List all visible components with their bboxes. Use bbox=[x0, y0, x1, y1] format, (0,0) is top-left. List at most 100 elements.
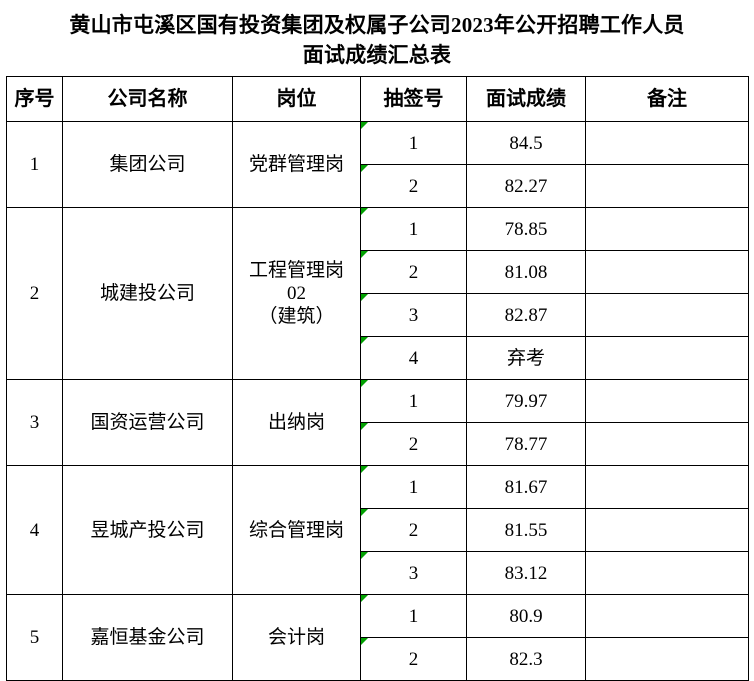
cell-interview-score: 82.87 bbox=[466, 293, 586, 337]
interview-scores-table: 序号 公司名称 岗位 抽签号 面试成绩 备注 1 集团公司 党群管理岗 1 84.5 2 8… bbox=[6, 76, 749, 681]
text-format-warning-icon bbox=[361, 165, 368, 172]
cell-sequence-number: 3 bbox=[6, 379, 63, 466]
table-row: 3 83.12 bbox=[7, 551, 749, 595]
cell-company-name: 城建投公司 bbox=[62, 207, 233, 380]
cell-post-name: 党群管理岗 bbox=[232, 121, 361, 208]
cell-remark bbox=[585, 336, 749, 380]
cell-sequence-number: 5 bbox=[6, 594, 63, 681]
table-row: 3 国资运营公司 出纳岗 1 79.97 bbox=[6, 379, 749, 466]
cell-interview-score: 79.97 bbox=[466, 379, 586, 423]
cell-draw-number: 2 bbox=[360, 508, 467, 552]
cell-remark bbox=[585, 465, 749, 509]
cell-remark bbox=[585, 422, 749, 466]
text-format-warning-icon bbox=[361, 552, 368, 559]
text-format-warning-icon bbox=[361, 251, 368, 258]
draw-number-value: 1 bbox=[408, 132, 419, 154]
cell-interview-score: 81.55 bbox=[466, 508, 586, 552]
post-name-line: 党群管理岗 bbox=[248, 154, 344, 175]
column-header-company: 公司名称 bbox=[62, 76, 233, 122]
text-format-warning-icon bbox=[361, 294, 368, 301]
cell-remark bbox=[585, 207, 749, 251]
column-header-post: 岗位 bbox=[232, 76, 361, 122]
cell-remark bbox=[585, 293, 749, 337]
post-name-line: （建筑） bbox=[258, 306, 335, 327]
cell-draw-number: 4 bbox=[360, 336, 467, 380]
table-container: 序号 公司名称 岗位 抽签号 面试成绩 备注 1 集团公司 党群管理岗 1 84.5 2 8… bbox=[0, 76, 754, 681]
cell-remark bbox=[585, 250, 749, 294]
cell-remark bbox=[585, 594, 749, 638]
cell-draw-number: 3 bbox=[360, 293, 467, 337]
cell-company-name: 嘉恒基金公司 bbox=[62, 594, 233, 681]
cell-post-name: 工程管理岗 02 （建筑） bbox=[232, 207, 361, 380]
table-row: 2 81.08 bbox=[7, 250, 749, 294]
cell-interview-score: 80.9 bbox=[466, 594, 586, 638]
cell-remark bbox=[585, 508, 749, 552]
cell-remark bbox=[585, 637, 749, 681]
cell-interview-score: 弃考 bbox=[466, 336, 586, 380]
table-row: 5 嘉恒基金公司 会计岗 1 80.9 bbox=[6, 594, 749, 681]
table-body: 1 集团公司 党群管理岗 1 84.5 2 82.27 2 城建投公司 工程管理岗 02 （建筑） 1 7… bbox=[6, 121, 749, 681]
cell-remark bbox=[585, 379, 749, 423]
text-format-warning-icon bbox=[361, 466, 368, 473]
draw-number-value: 4 bbox=[408, 347, 419, 369]
page-title-line-2: 面试成绩汇总表 bbox=[302, 43, 452, 67]
table-header: 序号 公司名称 岗位 抽签号 面试成绩 备注 bbox=[6, 76, 749, 122]
post-name-line: 出纳岗 bbox=[267, 412, 325, 433]
draw-number-value: 2 bbox=[408, 648, 419, 670]
table-row: 4 昱城产投公司 综合管理岗 1 81.67 bbox=[6, 465, 749, 595]
cell-interview-score: 81.08 bbox=[466, 250, 586, 294]
cell-draw-number: 2 bbox=[360, 250, 467, 294]
draw-number-value: 2 bbox=[408, 175, 419, 197]
cell-post-name: 会计岗 bbox=[232, 594, 361, 681]
column-header-remark: 备注 bbox=[585, 76, 749, 122]
text-format-warning-icon bbox=[361, 208, 368, 215]
post-name-line: 会计岗 bbox=[267, 627, 325, 648]
cell-interview-score: 82.27 bbox=[466, 164, 586, 208]
cell-draw-number: 2 bbox=[360, 164, 467, 208]
cell-draw-number: 1 bbox=[360, 207, 467, 251]
draw-number-value: 1 bbox=[408, 390, 419, 412]
cell-draw-number: 2 bbox=[360, 637, 467, 681]
cell-remark bbox=[585, 164, 749, 208]
cell-post-name: 综合管理岗 bbox=[232, 465, 361, 595]
table-row: 2 城建投公司 工程管理岗 02 （建筑） 1 78.85 bbox=[6, 207, 749, 380]
text-format-warning-icon bbox=[361, 638, 368, 645]
cell-sequence-number: 1 bbox=[6, 121, 63, 208]
cell-remark bbox=[585, 551, 749, 595]
table-row: 3 82.87 bbox=[7, 293, 749, 337]
text-format-warning-icon bbox=[361, 337, 368, 344]
cell-post-name: 出纳岗 bbox=[232, 379, 361, 466]
table-row: 2 78.77 bbox=[7, 422, 749, 466]
page-title-line-1: 黄山市屯溪区国有投资集团及权属子公司2023年公开招聘工作人员 bbox=[69, 13, 685, 37]
cell-interview-score: 83.12 bbox=[466, 551, 586, 595]
cell-draw-number: 1 bbox=[360, 594, 467, 638]
cell-draw-number: 1 bbox=[360, 465, 467, 509]
cell-draw-number: 1 bbox=[360, 379, 467, 423]
cell-draw-number: 1 bbox=[360, 121, 467, 165]
cell-sequence-number: 4 bbox=[6, 465, 63, 595]
post-name-line: 综合管理岗 bbox=[248, 519, 344, 541]
page-title: 黄山市屯溪区国有投资集团及权属子公司2023年公开招聘工作人员 面试成绩汇总表 bbox=[0, 0, 754, 76]
cell-interview-score: 84.5 bbox=[466, 121, 586, 165]
column-header-seq: 序号 bbox=[6, 76, 63, 122]
draw-number-value: 3 bbox=[408, 562, 419, 584]
table-row: 1 集团公司 党群管理岗 1 84.5 bbox=[6, 121, 749, 208]
cell-interview-score: 81.67 bbox=[466, 465, 586, 509]
text-format-warning-icon bbox=[361, 122, 368, 129]
cell-company-name: 国资运营公司 bbox=[62, 379, 233, 466]
draw-number-value: 1 bbox=[408, 218, 419, 240]
table-header-row: 序号 公司名称 岗位 抽签号 面试成绩 备注 bbox=[6, 76, 749, 122]
text-format-warning-icon bbox=[361, 423, 368, 430]
column-header-interview-score: 面试成绩 bbox=[466, 76, 586, 122]
post-name-line: 工程管理岗 bbox=[248, 260, 344, 281]
post-name-line: 02 bbox=[287, 283, 306, 304]
text-format-warning-icon bbox=[361, 509, 368, 516]
cell-draw-number: 2 bbox=[360, 422, 467, 466]
cell-company-name: 昱城产投公司 bbox=[62, 465, 233, 595]
cell-draw-number: 3 bbox=[360, 551, 467, 595]
draw-number-value: 2 bbox=[408, 519, 419, 541]
table-row: 2 81.55 bbox=[7, 508, 749, 552]
draw-number-value: 1 bbox=[408, 605, 419, 627]
text-format-warning-icon bbox=[361, 595, 368, 602]
